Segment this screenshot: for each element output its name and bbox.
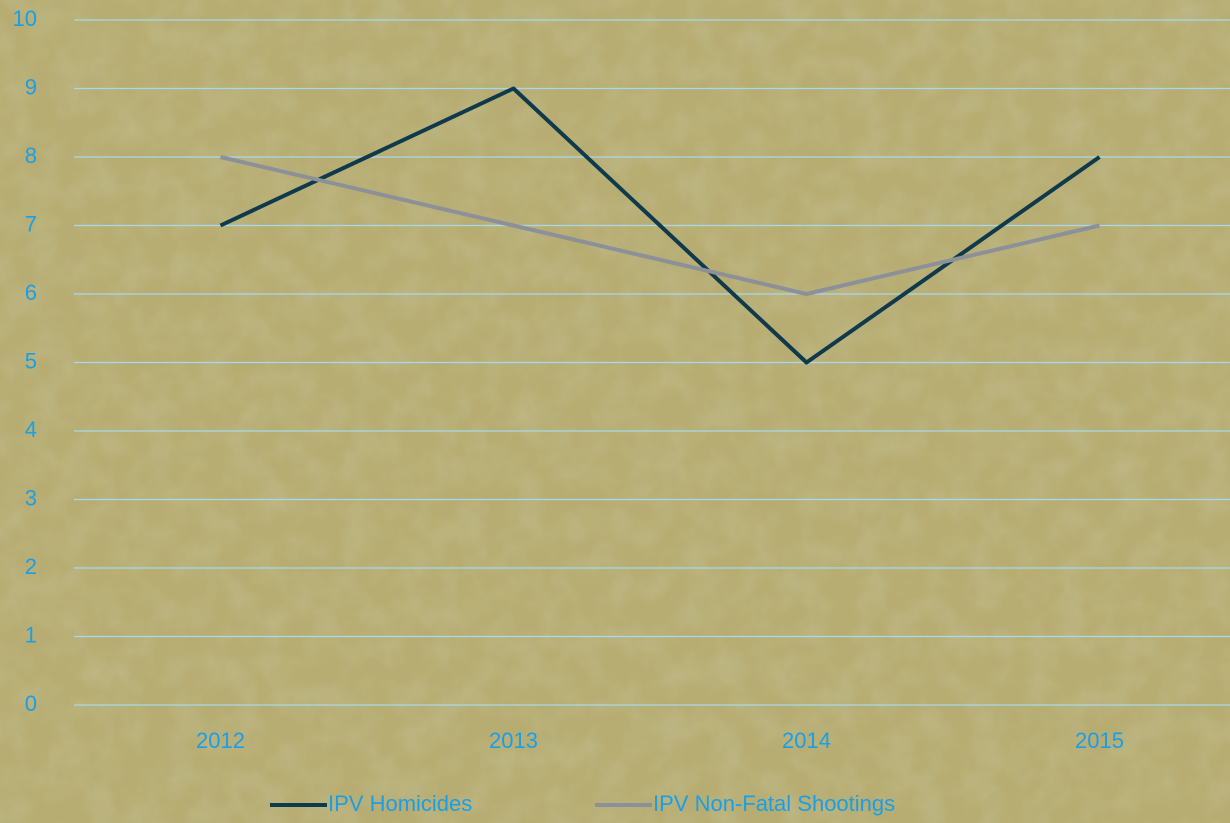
y-tick-label: 5: [25, 348, 37, 373]
y-tick-label: 9: [25, 74, 37, 99]
x-tick-label: 2012: [196, 728, 245, 753]
y-tick-label: 2: [25, 554, 37, 579]
y-tick-label: 7: [25, 211, 37, 236]
legend-label: IPV Non-Fatal Shootings: [653, 791, 895, 816]
x-tick-label: 2014: [782, 728, 831, 753]
y-tick-label: 4: [25, 417, 37, 442]
y-tick-label: 1: [25, 622, 37, 647]
x-tick-label: 2015: [1075, 728, 1124, 753]
series-line: [220, 155, 1100, 296]
x-tick-label: 2013: [489, 728, 538, 753]
legend-label: IPV Homicides: [328, 791, 472, 816]
y-tick-label: 8: [25, 143, 37, 168]
y-tick-label: 10: [13, 6, 37, 31]
y-tick-label: 3: [25, 485, 37, 510]
y-tick-label: 0: [25, 691, 37, 716]
y-tick-label: 6: [25, 280, 37, 305]
